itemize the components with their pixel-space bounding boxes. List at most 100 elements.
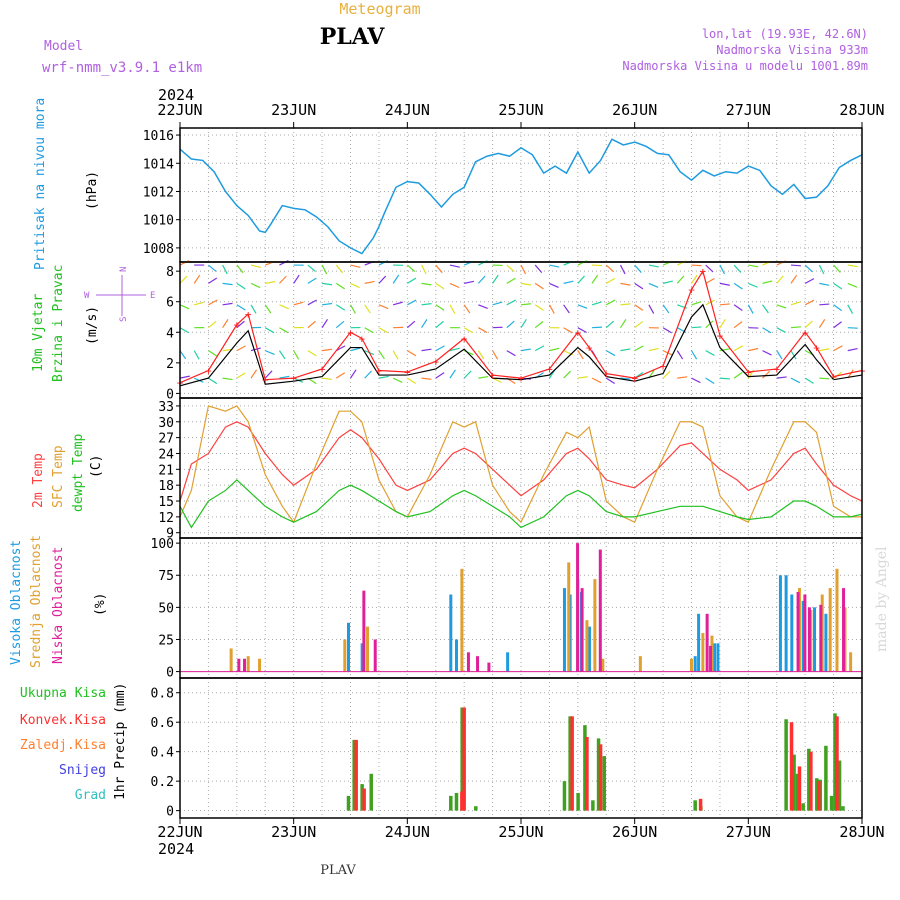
y-tick-label: 33 <box>158 400 174 415</box>
wind-arrow <box>762 304 769 314</box>
wind-arrow <box>733 371 743 379</box>
bar-konvek-kisa <box>835 716 839 811</box>
wind-arrow <box>676 350 684 360</box>
wind-arrow <box>520 318 527 329</box>
wind-arrow <box>776 304 787 309</box>
wind-arrow <box>520 264 527 275</box>
wind-arrow <box>790 326 801 329</box>
gust-marker: + <box>830 371 837 384</box>
wind-arrow <box>250 369 258 379</box>
bar-visoka-oblacnost <box>449 594 453 672</box>
wind-arrow <box>804 299 815 306</box>
wind-arrow <box>534 304 544 311</box>
wind-arrow <box>349 304 356 314</box>
wind-arrow <box>747 304 754 314</box>
bar-ukupna-kisa <box>837 760 842 811</box>
wind-arrow <box>619 318 627 329</box>
bar-konvek-kisa <box>570 716 574 811</box>
wind-arrow <box>719 377 730 380</box>
wind-arrow <box>222 302 233 306</box>
wind-arrow <box>833 282 843 290</box>
x-tick-label-bottom: 26JUN <box>612 823 657 841</box>
gust-marker: + <box>660 360 667 373</box>
wind-arrow <box>364 280 375 284</box>
wind-arrow <box>691 264 702 267</box>
gust-marker: + <box>802 326 809 339</box>
wind-arrow <box>591 301 602 306</box>
bar-ukupna-kisa <box>562 781 567 811</box>
wind-arrow <box>592 326 603 329</box>
panel-precipitation: 0 0.2 0.4 0.6 0.8 <box>151 677 863 820</box>
wind-arrow <box>847 348 858 352</box>
bar-visoka-oblacnost <box>813 607 817 672</box>
altitude-label: Nadmorska Visina 933m <box>716 43 868 57</box>
wind-arrow <box>804 320 813 329</box>
cloud-unit-label: (%) <box>93 593 108 616</box>
wind-arrow <box>776 350 783 360</box>
wind-arrow <box>605 350 616 357</box>
temp-unit-label: (C) <box>89 455 104 478</box>
wind-arrow <box>335 304 346 311</box>
wind-arrow <box>592 264 603 267</box>
wind-arrow <box>719 318 726 329</box>
gust-marker: + <box>461 332 468 345</box>
wind-arrow <box>265 350 275 356</box>
wind-arrow <box>293 350 300 360</box>
wind-arrow <box>804 264 813 273</box>
wind-arrow <box>322 348 333 352</box>
bar-ukupna-kisa <box>460 707 464 811</box>
wind-arrow <box>279 304 289 310</box>
wind-arrow <box>179 350 187 360</box>
temp-side-label-1: 2m Temp <box>31 453 46 508</box>
x-tick-label-top: 23JUN <box>271 101 316 119</box>
gust-marker: + <box>489 369 496 382</box>
wind-arrow <box>307 264 316 273</box>
wind-arrow <box>818 264 825 275</box>
compass-w-label: W <box>84 291 90 301</box>
gust-marker: + <box>700 265 707 278</box>
wind-arrow <box>577 304 588 309</box>
wind-arrow <box>733 321 743 329</box>
gust-marker: + <box>234 319 241 332</box>
wind-arrow <box>634 321 643 329</box>
x-tick-label-top: 22JUN <box>157 101 202 119</box>
bar-konvek-kisa <box>460 791 464 811</box>
gust-marker: + <box>717 329 724 342</box>
wind-arrow <box>335 264 344 274</box>
bar-ukupna-kisa <box>841 806 845 811</box>
wind-arrow <box>477 350 485 360</box>
y-tick-label: 0 <box>166 805 174 820</box>
wind-arrow <box>819 348 830 352</box>
wind-arrow <box>421 318 428 329</box>
wind-arrow <box>392 301 403 306</box>
gust-marker: + <box>603 368 610 381</box>
wind-arrow <box>208 277 218 284</box>
wind-arrow <box>563 280 574 284</box>
panel-clouds: 0 25 50 75 100 <box>151 537 863 681</box>
wind-arrow <box>264 327 275 334</box>
wind-arrow <box>236 282 246 290</box>
year-top: 2024 <box>158 86 194 104</box>
wind-side-label-2: Brzina i Pravac <box>51 265 66 382</box>
bar-konvek-kisa <box>698 798 703 811</box>
wind-arrow <box>677 376 688 379</box>
wind-arrow <box>392 377 403 383</box>
precip-legend-snow: Snijeg <box>59 763 106 778</box>
bar-srednja-oblacnost <box>849 652 853 672</box>
bar-niska-oblacnost <box>842 588 846 672</box>
wind-arrow <box>435 320 444 329</box>
wind-arrow <box>406 320 416 329</box>
y-tick-label: 24 <box>158 447 174 462</box>
x-tick-label-bottom: 22JUN <box>157 823 202 841</box>
precip-unit-label: 1hr Precip (mm) <box>113 683 128 800</box>
wind-arrow <box>279 375 290 379</box>
wind-arrow <box>605 377 616 384</box>
wind-arrow <box>378 327 388 334</box>
bar-konvek-kisa <box>462 707 466 811</box>
wind-arrow <box>605 320 615 329</box>
bar-srednja-oblacnost <box>460 568 464 672</box>
wind-arrow <box>776 327 786 333</box>
gust-marker: + <box>773 363 780 376</box>
wind-arrow <box>634 264 642 273</box>
